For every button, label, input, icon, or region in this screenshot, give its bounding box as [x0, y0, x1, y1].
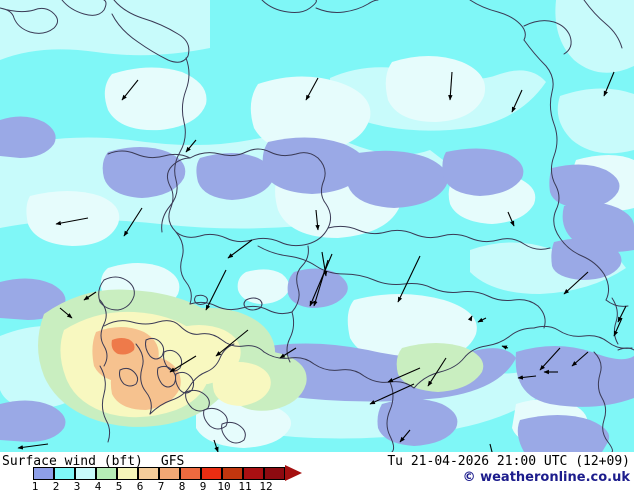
colorbar-tick-8: 8 — [178, 480, 186, 490]
colorbar-tick-4: 4 — [94, 480, 102, 490]
colorbar-segment-9 — [201, 467, 222, 480]
wind-arrow — [321, 251, 328, 277]
colorbar-tick-10: 10 — [217, 480, 231, 490]
wind-arrow — [185, 139, 197, 153]
beaufort-colorbar[interactable] — [33, 467, 285, 480]
wind-arrow — [227, 239, 253, 259]
colorbar-tick-12: 12 — [259, 480, 273, 490]
colorbar-tick-6: 6 — [136, 480, 144, 490]
wind-arrow — [387, 367, 421, 383]
wind-arrow — [169, 355, 197, 373]
legend-field-label: Surface wind (bft) — [2, 454, 143, 469]
wind-arrow — [517, 375, 537, 380]
valid-time-stamp: Tu 21-04-2026 21:00 UTC (12+09) — [387, 454, 630, 469]
wind-arrow — [399, 429, 411, 443]
wind-arrow — [467, 315, 473, 322]
legend-model-label: GFS — [160, 454, 185, 469]
wind-arrow — [215, 329, 249, 357]
colorbar-segment-10 — [222, 467, 243, 480]
colorbar-tick-7: 7 — [157, 480, 165, 490]
colorbar-segment-8 — [180, 467, 201, 480]
field-8bft-patches — [111, 338, 135, 355]
wind-arrow — [123, 207, 143, 237]
copyright-notice: © weatheronline.co.uk — [462, 470, 630, 485]
colorbar-segment-1 — [33, 467, 54, 480]
colorbar-tick-5: 5 — [115, 480, 123, 490]
wind-arrow — [205, 269, 227, 311]
colorbar-segment-3 — [75, 467, 96, 480]
colorbar-segment-11 — [243, 467, 264, 480]
wind-arrow — [279, 347, 297, 359]
colorbar-segment-6 — [138, 467, 159, 480]
coastlines-and-borders — [0, 0, 634, 452]
wind-arrow — [501, 345, 509, 350]
colorbar-segment-12 — [264, 467, 285, 480]
wind-arrow — [83, 291, 97, 301]
weather-map-canvas[interactable] — [0, 0, 634, 452]
wind-arrow-field — [17, 71, 627, 452]
wind-arrow — [539, 347, 561, 371]
colorbar-tick-9: 9 — [199, 480, 207, 490]
colorbar-segment-5 — [117, 467, 138, 480]
wind-arrow — [121, 79, 139, 101]
colorbar-segment-2 — [54, 467, 75, 480]
wind-arrow — [315, 209, 320, 231]
wind-arrow — [313, 259, 329, 307]
wind-arrow — [213, 439, 219, 452]
legend-title: Surface wind (bft) GFS — [2, 454, 184, 469]
wind-arrow — [511, 89, 523, 113]
wind-arrow — [571, 351, 589, 367]
wind-arrow — [55, 217, 89, 226]
wind-arrow — [305, 77, 319, 101]
wind-arrow — [477, 317, 487, 323]
colorbar-tick-11: 11 — [238, 480, 252, 490]
wind-arrow — [369, 383, 415, 405]
wind-arrow — [17, 443, 49, 450]
colorbar-tick-1: 1 — [31, 480, 39, 490]
wind-arrow — [507, 211, 515, 227]
wind-arrow — [397, 255, 421, 303]
wind-arrow — [617, 305, 627, 323]
colorbar-overflow-arrow-icon — [285, 465, 302, 481]
wind-arrow — [563, 271, 589, 295]
wind-arrow — [427, 357, 447, 387]
colorbar-segment-4 — [96, 467, 117, 480]
wind-arrow — [603, 71, 615, 97]
wind-arrow — [489, 443, 493, 452]
wind-arrow — [309, 253, 333, 307]
colorbar-tick-3: 3 — [73, 480, 81, 490]
wind-arrow — [59, 307, 73, 319]
wind-arrow — [448, 71, 453, 101]
colorbar-segment-7 — [159, 467, 180, 480]
colorbar-tick-2: 2 — [52, 480, 60, 490]
map-footer: Surface wind (bft) GFS Tu 21-04-2026 21:0… — [0, 452, 634, 490]
